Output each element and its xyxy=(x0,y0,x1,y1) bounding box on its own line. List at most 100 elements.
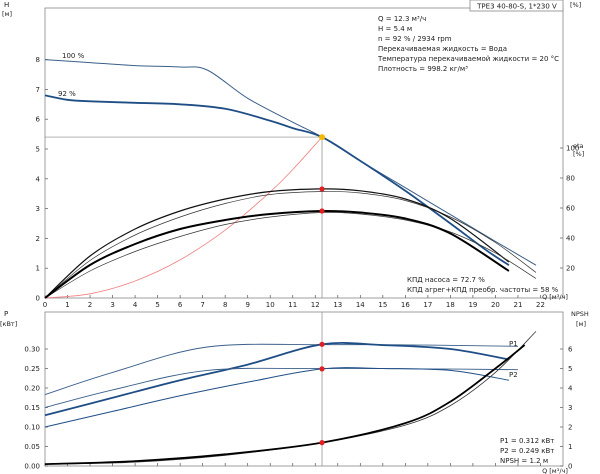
duty-point-h xyxy=(319,134,326,141)
h-tick-label: 0 xyxy=(36,295,40,303)
p-tick-label: 0.10 xyxy=(24,424,40,432)
x-tick-label: 13 xyxy=(333,301,342,309)
h-tick-label: 5 xyxy=(36,146,40,154)
x-tick-label: 17 xyxy=(423,301,432,309)
eta-axis-unit-top: [%] xyxy=(570,1,581,9)
info-line: n = 92 % / 2934 rpm xyxy=(378,35,452,43)
x-tick-label: 3 xyxy=(110,301,114,309)
x-tick-label: 21 xyxy=(513,301,522,309)
h-axis-label: H xyxy=(4,1,9,9)
x-tick-label: 16 xyxy=(401,301,410,309)
info-line: Температура перекачиваемой жидкости = 20… xyxy=(377,55,559,63)
h-tick-label: 3 xyxy=(36,205,40,213)
bottom-info-line: P2 = 0.249 кВт xyxy=(500,447,554,455)
h-tick-label: 2 xyxy=(36,235,40,243)
h-axis-unit: [м] xyxy=(2,10,12,18)
p2-curve-92 xyxy=(44,367,509,428)
p2-curve-label: P2 xyxy=(509,371,518,379)
info-line: Плотность = 998.2 кг/м³ xyxy=(378,65,468,73)
npsh-tick-label: 0 xyxy=(568,463,572,471)
h-tick-label: 8 xyxy=(36,56,40,64)
q-axis-label-top: Q [м³/ч] xyxy=(542,293,568,301)
info-line: Перекачиваемая жидкость = Вода xyxy=(378,45,507,53)
x-tick-label: 2 xyxy=(88,301,92,309)
p-tick-label: 0.25 xyxy=(24,365,40,373)
eta-pump-curve-92 xyxy=(44,188,510,299)
info-line: H = 5.4 м xyxy=(378,25,412,33)
duty-point-eta-pump xyxy=(319,186,325,192)
duty-point-p1 xyxy=(319,341,325,347)
p-axis-unit: [кВт] xyxy=(0,320,17,328)
x-tick-label: 0 xyxy=(43,301,47,309)
x-tick-label: 14 xyxy=(356,301,365,309)
npsh-tick-label: 3 xyxy=(568,404,572,412)
x-tick-label: 8 xyxy=(223,301,227,309)
npsh-curve-92 xyxy=(44,344,526,465)
bottom-plot-frame xyxy=(44,311,564,467)
x-tick-label: 7 xyxy=(200,301,204,309)
duty-point-npsh xyxy=(319,440,325,446)
bottom-info-line: P1 = 0.312 кВт xyxy=(500,437,554,445)
p2-curve-100 xyxy=(44,367,519,408)
x-tick-label: 15 xyxy=(378,301,387,309)
eta-axis-unit: [%] xyxy=(573,150,584,158)
eta-tick-label: 20 xyxy=(566,265,575,273)
eta-total-curve-100 xyxy=(44,212,537,299)
eta-tick-label: 80 xyxy=(566,175,575,183)
npsh-tick-label: 6 xyxy=(568,346,573,354)
p-tick-label: 0.30 xyxy=(24,346,40,354)
duty-point-p2 xyxy=(319,366,325,372)
x-tick-label: 12 xyxy=(311,301,320,309)
chart-title: TPE3 40-80-S, 1*230 V xyxy=(476,3,557,11)
h-tick-label: 6 xyxy=(36,116,41,124)
x-tick-label: 19 xyxy=(468,301,477,309)
eta-axis-label: eta xyxy=(573,142,584,150)
eta-tick-label: 100 xyxy=(566,145,579,153)
title-box xyxy=(469,0,564,12)
efficiency-line: КПД насоса = 72.7 % xyxy=(407,276,485,284)
npsh-axis-label: NPSH xyxy=(571,310,589,318)
x-tick-label: 10 xyxy=(266,301,275,309)
p-tick-label: 0.15 xyxy=(24,404,40,412)
top-plot-frame xyxy=(44,7,564,299)
h-curve-100 xyxy=(44,59,537,266)
npsh-tick-label: 1 xyxy=(568,443,572,451)
x-tick-label: 9 xyxy=(245,301,249,309)
duty-point-eta-total xyxy=(319,208,325,214)
p1-curve-label: P1 xyxy=(509,340,518,348)
x-tick-label: 5 xyxy=(155,301,159,309)
npsh-tick-label: 2 xyxy=(568,424,572,432)
p1-curve-100 xyxy=(44,343,519,396)
x-tick-label: 18 xyxy=(446,301,455,309)
h-tick-label: 4 xyxy=(36,175,41,183)
p-tick-label: 0.05 xyxy=(24,443,40,451)
eta-tick-label: 40 xyxy=(566,235,575,243)
eta-total-curve-92 xyxy=(44,209,510,299)
efficiency-line: КПД агрег+КПД преобр. частоты = 58 % xyxy=(407,286,559,294)
p-tick-label: 0.00 xyxy=(24,463,40,471)
info-line: Q = 12.3 м³/ч xyxy=(378,15,426,23)
eta-tick-label: 60 xyxy=(566,205,575,213)
p-axis-label: P xyxy=(4,310,8,318)
x-tick-label: 1 xyxy=(65,301,69,309)
curve-label-100: 100 % xyxy=(62,52,85,60)
h-tick-label: 7 xyxy=(36,86,40,94)
x-tick-label: 11 xyxy=(288,301,297,309)
system-curve xyxy=(44,136,323,299)
q-axis-label-bottom: Q [м³/ч] xyxy=(542,467,568,474)
curve-label-92: 92 % xyxy=(58,90,76,98)
x-tick-label: 4 xyxy=(133,301,138,309)
npsh-tick-label: 4 xyxy=(568,385,573,393)
x-tick-label: 6 xyxy=(178,301,183,309)
h-curve-92 xyxy=(44,94,510,266)
eta-pump-curve-100 xyxy=(44,191,537,299)
x-tick-label: 22 xyxy=(536,301,545,309)
h-tick-label: 1 xyxy=(36,265,40,273)
npsh-axis-unit: [м] xyxy=(576,320,586,328)
bottom-info-line: NPSH = 1.2 м xyxy=(500,457,548,465)
p-tick-label: 0.20 xyxy=(24,385,40,393)
x-tick-label: 20 xyxy=(491,301,500,309)
npsh-tick-label: 5 xyxy=(568,365,572,373)
p1-curve-92 xyxy=(44,342,510,417)
